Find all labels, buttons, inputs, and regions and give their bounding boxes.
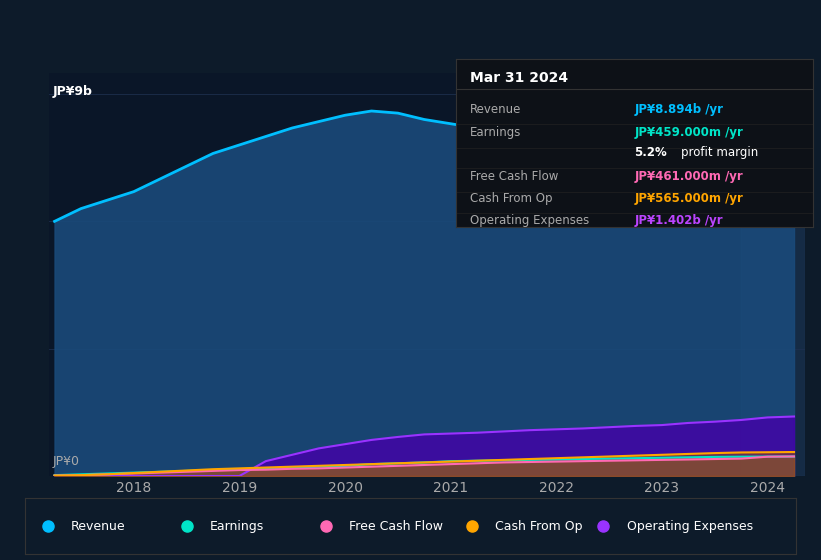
Text: Revenue: Revenue <box>71 520 126 533</box>
Text: JP¥8.894b /yr: JP¥8.894b /yr <box>635 102 723 116</box>
Text: Revenue: Revenue <box>470 102 521 116</box>
Text: Free Cash Flow: Free Cash Flow <box>349 520 443 533</box>
Text: Operating Expenses: Operating Expenses <box>470 213 589 227</box>
Text: JP¥9b: JP¥9b <box>53 85 93 98</box>
Text: JP¥565.000m /yr: JP¥565.000m /yr <box>635 192 743 205</box>
Text: Cash From Op: Cash From Op <box>470 192 553 205</box>
Text: JP¥461.000m /yr: JP¥461.000m /yr <box>635 170 743 183</box>
Text: JP¥1.402b /yr: JP¥1.402b /yr <box>635 213 722 227</box>
Text: 5.2%: 5.2% <box>635 146 667 160</box>
Text: Operating Expenses: Operating Expenses <box>626 520 753 533</box>
Text: Earnings: Earnings <box>210 520 264 533</box>
Text: Free Cash Flow: Free Cash Flow <box>470 170 558 183</box>
Text: Earnings: Earnings <box>470 126 521 139</box>
Text: Cash From Op: Cash From Op <box>495 520 583 533</box>
Bar <box>741 73 805 476</box>
Text: JP¥459.000m /yr: JP¥459.000m /yr <box>635 126 743 139</box>
Text: profit margin: profit margin <box>681 146 758 160</box>
Text: JP¥0: JP¥0 <box>53 455 80 468</box>
Text: Mar 31 2024: Mar 31 2024 <box>470 71 568 85</box>
